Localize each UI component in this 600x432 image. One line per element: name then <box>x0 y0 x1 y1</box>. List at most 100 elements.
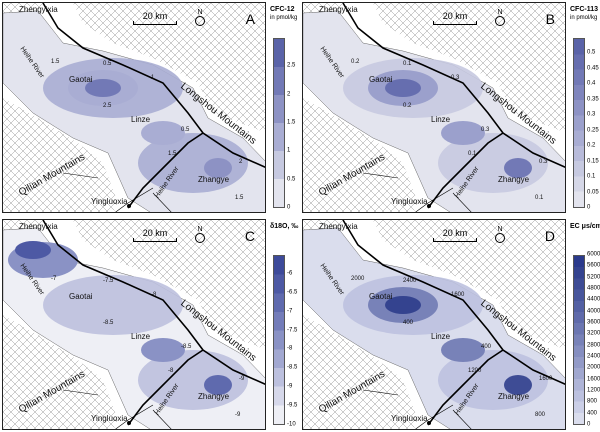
legend-tick: 2400 <box>587 353 600 360</box>
zhengyixia-label: Zhengyixia <box>319 5 358 14</box>
legend-tick: 1 <box>287 147 291 154</box>
legend-tick: 0.4 <box>587 80 596 87</box>
scale-label: 20 km <box>442 11 468 21</box>
legend-tick: 4800 <box>587 285 600 292</box>
north-arrow-icon: N <box>494 226 506 243</box>
legend-tick: 0.05 <box>587 189 599 196</box>
color-legend: CFC-113 in pmol/kg 0.5 0.45 0.4 0.35 0.3 0.25 0… <box>568 0 600 215</box>
yingluoxia-label: Yingluoxia <box>391 197 428 206</box>
hatch-qilian <box>3 315 118 429</box>
contour-label: 0.5 <box>181 127 190 133</box>
yingluoxia-marker <box>127 421 131 425</box>
zhengyixia-label: Zhengyixia <box>19 5 58 14</box>
legend-tick: 3600 <box>587 319 600 326</box>
yingluoxia-marker <box>127 204 131 208</box>
legend-tick: 400 <box>587 410 598 417</box>
map-frame: Zhengyixia 20 km N B Heihe River Gaotai … <box>302 2 566 213</box>
scale-label: 20 km <box>442 228 468 238</box>
contour-label: 2 <box>239 159 243 165</box>
zhangye-label: Zhangye <box>498 392 530 401</box>
contour-label: 0.1 <box>535 195 544 201</box>
linze-label: Linze <box>131 332 151 341</box>
map-panel-c: Zhengyixia 20 km N C Heihe River Gaotai … <box>0 217 300 432</box>
zhengyixia-label: Zhengyixia <box>19 222 58 231</box>
contour-map <box>3 3 265 212</box>
contour-label: 0.3 <box>451 75 460 81</box>
legend-tick: 0.5 <box>587 49 596 56</box>
legend-unit: in pmol/kg <box>570 15 598 21</box>
gaotai-label: Gaotai <box>369 75 393 84</box>
legend-tick: -6.5 <box>287 289 298 296</box>
north-arrow-icon: N <box>194 9 206 26</box>
panel-letter: C <box>244 228 255 244</box>
contour-label: 2000 <box>351 276 365 282</box>
color-legend: EC μs/cm 6000 5600 5200 4800 4400 4000 3600 320… <box>568 217 600 432</box>
color-legend: CFC-12 in pmol/kg 2.5 2 1.5 1 0.5 0 <box>268 0 300 215</box>
legend-unit: in pmol/kg <box>270 15 298 21</box>
legend-title: EC μs/cm <box>570 223 600 230</box>
legend-tick: 0.5 <box>287 176 296 183</box>
legend-tick: 0.2 <box>587 142 596 149</box>
tributary-line <box>127 349 204 426</box>
gaotai-label: Gaotai <box>69 292 93 301</box>
contour-label: 400 <box>481 344 492 350</box>
zhengyixia-label: Zhengyixia <box>319 222 358 231</box>
legend-tick: 2.5 <box>287 62 296 69</box>
contour-label: 1.5 <box>235 195 244 201</box>
map-frame: Zhengyixia 20 km N A Heihe River Gaotai … <box>2 2 266 213</box>
legend-tick: 0.1 <box>587 173 596 180</box>
panel-letter: A <box>245 11 255 27</box>
scale-bar: 20 km <box>433 228 477 242</box>
panel-letter: B <box>545 11 555 27</box>
yingluoxia-marker <box>427 204 431 208</box>
tributary-line <box>427 349 504 426</box>
contour-label: -9 <box>239 376 245 382</box>
contour-map <box>3 220 265 429</box>
contour-label: 1600 <box>451 292 465 298</box>
legend-tick: -10 <box>287 421 296 428</box>
north-arrow-icon: N <box>194 226 206 243</box>
legend-title: CFC-113 <box>570 6 599 13</box>
scale-label: 20 km <box>142 228 168 238</box>
legend-tick: -7 <box>287 308 293 315</box>
heihe-river-line <box>342 220 565 385</box>
legend-color-bar <box>273 255 285 425</box>
legend-title: CFC-12 <box>270 6 295 13</box>
contour-label: -7 <box>51 276 57 282</box>
legend-tick: -9 <box>287 383 293 390</box>
map-panel-a: Zhengyixia 20 km N A Heihe River Gaotai … <box>0 0 300 215</box>
legend-tick: -8.5 <box>287 364 298 371</box>
hatch-zhengyixia <box>303 220 565 350</box>
contour-label: 1.5 <box>51 59 60 65</box>
contour-label: 2400 <box>403 278 417 284</box>
tributary-line <box>127 132 204 209</box>
gaotai-label: Gaotai <box>69 75 93 84</box>
legend-tick: 2 <box>287 91 291 98</box>
legend-title: δ18O, ‰ <box>270 223 299 230</box>
heihe-river-line <box>42 3 265 168</box>
contour-label: 0.3 <box>481 127 490 133</box>
yingluoxia-label: Yingluoxia <box>91 197 128 206</box>
legend-tick: -8 <box>287 345 293 352</box>
legend-tick: 3200 <box>587 330 600 337</box>
contour-label: -8 <box>151 292 157 298</box>
zhangye-label: Zhangye <box>498 175 530 184</box>
tributary-line <box>427 132 504 209</box>
map-frame: Zhengyixia 20 km N C Heihe River Gaotai … <box>2 219 266 430</box>
yingluoxia-label: Yingluoxia <box>91 414 128 423</box>
legend-tick: -9.5 <box>287 402 298 409</box>
legend-tick: 800 <box>587 398 598 405</box>
legend-tick: 0.3 <box>587 111 596 118</box>
contour-label: 2.5 <box>103 103 112 109</box>
scale-bar: 20 km <box>433 11 477 25</box>
legend-tick: 0 <box>587 421 591 428</box>
hatch-zhengyixia <box>303 3 565 133</box>
contour-label: 1.5 <box>168 151 177 157</box>
legend-tick: 4000 <box>587 308 600 315</box>
legend-tick: 0 <box>587 204 591 211</box>
legend-tick: 1600 <box>587 376 600 383</box>
hatch-zhengyixia <box>3 220 265 350</box>
hatch-qilian <box>303 315 418 429</box>
legend-tick: 2800 <box>587 342 600 349</box>
contour-label: 1 <box>151 75 155 81</box>
